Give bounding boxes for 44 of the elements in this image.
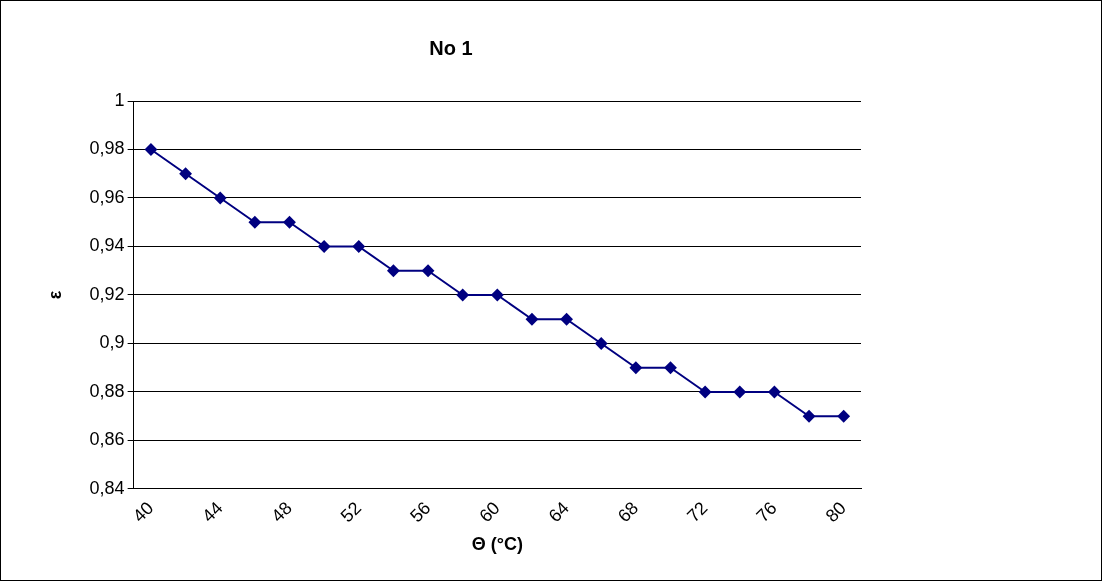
point	[595, 337, 608, 350]
x-tick-label: 40	[128, 497, 158, 527]
y-tick-label: 0,9	[99, 332, 125, 353]
x-tick-label: 80	[821, 497, 851, 527]
point	[491, 288, 504, 301]
point	[214, 191, 227, 204]
y-tick-label: 0,88	[89, 380, 125, 401]
point	[456, 288, 469, 301]
x-tick-label: 72	[683, 497, 712, 527]
x-axis-title: Θ (°C)	[471, 534, 523, 555]
y-tick-label: 0,96	[89, 186, 125, 207]
point	[283, 216, 296, 229]
x-tick-label: 56	[406, 497, 435, 527]
point	[733, 385, 746, 398]
point	[248, 216, 261, 229]
point	[768, 385, 781, 398]
point	[664, 361, 677, 374]
y-axis-title: ε	[44, 290, 65, 300]
point	[560, 313, 573, 326]
y-tick-label: 0,84	[89, 477, 125, 498]
chart-title: No 1	[429, 36, 473, 59]
point	[803, 410, 816, 423]
x-tick-label: 60	[475, 497, 504, 527]
point	[837, 410, 850, 423]
x-tick-label: 48	[267, 497, 296, 527]
point	[629, 361, 642, 374]
y-tick-label: 1	[114, 89, 125, 110]
x-tick-label: 52	[336, 497, 366, 527]
x-tick-label: 76	[752, 497, 781, 527]
point	[422, 264, 435, 277]
y-tick-label: 0,86	[89, 429, 125, 450]
y-tick-label: 0,98	[89, 138, 125, 159]
point	[179, 167, 192, 180]
x-tick-label: 44	[198, 497, 227, 527]
point	[525, 313, 538, 326]
x-tick-label: 64	[544, 497, 573, 527]
y-tick-label: 0,92	[89, 283, 125, 304]
point	[387, 264, 400, 277]
point	[699, 385, 712, 398]
x-tick-label: 68	[613, 497, 643, 527]
y-tick-label: 0,94	[89, 235, 125, 256]
point	[144, 143, 157, 156]
point	[352, 240, 365, 253]
point	[318, 240, 331, 253]
